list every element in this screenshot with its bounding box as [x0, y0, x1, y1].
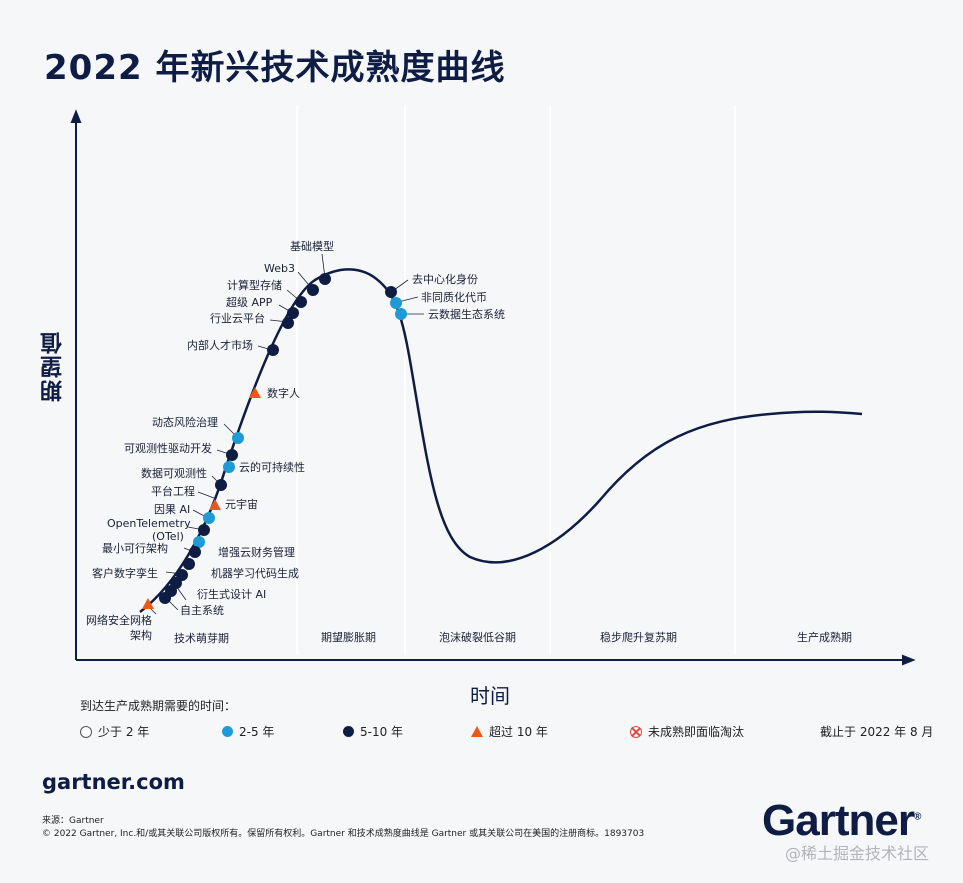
- tech-label-feitong: 非同质化代币: [421, 290, 487, 304]
- marker-zengqiang: [183, 558, 195, 570]
- tech-label-jiqi: 机器学习代码生成: [211, 566, 299, 580]
- marker-jichu: [319, 273, 331, 285]
- x-axis-label: 时间: [470, 684, 510, 708]
- tech-labels: 基础模型 Web3 计算型存储 超级 APP 行业云平台 内部人才市场 数字人 …: [86, 239, 505, 642]
- phase-label-trough: 泡沫破裂低谷期: [439, 630, 516, 644]
- brand-url: gartner.com: [42, 770, 185, 794]
- orange-triangle-icon: [471, 726, 483, 737]
- tech-label-yinguo: 因果 AI: [154, 503, 190, 516]
- leader-line: [393, 279, 409, 291]
- tech-label-shuziren: 数字人: [267, 386, 300, 400]
- tech-label-zizhu: 自主系统: [180, 604, 224, 617]
- phase-label-peak: 期望膨胀期: [321, 630, 376, 644]
- markers: [142, 273, 407, 609]
- tech-label-hangye: 行业云平台: [210, 311, 265, 325]
- navy-circle-icon: [343, 726, 354, 737]
- marker-yinguo: [198, 524, 210, 536]
- marker-yunkechi: [223, 461, 235, 473]
- x-axis-arrow: [902, 654, 916, 666]
- tech-label-otel1: OpenTelemetry: [107, 517, 191, 530]
- tech-label-web3: Web3: [264, 262, 295, 275]
- tech-label-chaoji: 超级 APP: [226, 295, 273, 309]
- tech-label-yansheng: 衍生式设计 AI: [197, 587, 266, 601]
- tech-label-yunkechi: 云的可持续性: [239, 460, 305, 474]
- marker-hangye: [282, 317, 294, 329]
- legend-title: 到达生产成熟期需要的时间：: [80, 699, 237, 713]
- watermark: @稀土掘金技术社区: [785, 844, 930, 863]
- legend-item-obsolete: 未成熟即面临淘汰: [630, 723, 744, 740]
- tech-label-keguance: 可观测性驱动开发: [124, 441, 212, 455]
- leader-line: [197, 491, 215, 499]
- tech-label-jichu: 基础模型: [290, 239, 334, 253]
- marker-chaoji: [287, 307, 299, 319]
- marker-otel: [193, 536, 205, 548]
- page-title: 2022 年新兴技术成熟度曲线: [44, 48, 506, 88]
- tech-label-wangluo2: 架构: [130, 628, 152, 642]
- phase-dividers: [296, 105, 736, 655]
- marker-zizhu: [159, 592, 171, 604]
- marker-pingtai: [203, 512, 215, 524]
- legend-item-5-10: 5-10 年: [343, 723, 403, 740]
- legend-label: 少于 2 年: [98, 725, 150, 739]
- tech-label-jisuan: 计算型存储: [227, 278, 282, 292]
- legend-label: 未成熟即面临淘汰: [648, 725, 745, 739]
- marker-feitong: [390, 297, 402, 309]
- marker-shuju: [215, 479, 227, 491]
- marker-yuanyuzhou: [209, 499, 221, 510]
- y-axis-label: 期望值: [41, 330, 66, 402]
- y-axis-arrow: [70, 109, 82, 123]
- axes: [70, 109, 916, 666]
- crossed-circle-icon: [630, 725, 642, 738]
- tech-label-pingtai: 平台工程: [151, 484, 195, 498]
- tech-label-quzhongxin: 去中心化身份: [412, 272, 478, 286]
- registered-icon: ®: [913, 811, 921, 823]
- copyright-note: © 2022 Gartner, Inc.和/或其关联公司版权所有。保留所有权利。…: [42, 829, 645, 839]
- marker-dongtai: [232, 432, 244, 444]
- gartner-logo: Gartner®: [762, 796, 921, 846]
- marker-wangluo: [142, 598, 154, 609]
- legend-label: 2-5 年: [239, 725, 275, 739]
- logo-text: Gartner: [762, 796, 915, 845]
- phase-labels: 技术萌芽期 期望膨胀期 泡沫破裂低谷期 稳步爬升复苏期 生产成熟期: [174, 630, 852, 645]
- tech-label-dongtai: 动态风险治理: [152, 415, 218, 429]
- tech-label-otel2: (OTel): [152, 530, 184, 543]
- hype-curve: [139, 268, 863, 613]
- legend-item-lt2: 少于 2 年: [80, 723, 149, 740]
- legend-item-gt10: 超过 10 年: [471, 723, 548, 740]
- tech-label-zuixiao: 最小可行架构: [102, 541, 168, 555]
- as-of-date: 截止于 2022 年 8 月: [820, 725, 934, 739]
- phase-label-slope: 稳步爬升复苏期: [600, 630, 677, 644]
- marker-neibu: [267, 344, 279, 356]
- tech-label-shuju: 数据可观测性: [141, 466, 207, 480]
- marker-zuixiao: [189, 546, 201, 558]
- marker-jisuan: [295, 296, 307, 308]
- tech-label-yuanyuzhou: 元宇宙: [225, 497, 258, 511]
- tech-label-zengqiang: 增强云财务管理: [218, 545, 295, 559]
- source-note: 来源：Gartner: [42, 816, 104, 826]
- light-blue-circle-icon: [222, 726, 233, 737]
- legend-label: 5-10 年: [360, 725, 404, 739]
- marker-web3: [307, 284, 319, 296]
- tech-label-wangluo1: 网络安全网格: [86, 613, 152, 627]
- marker-keguance: [226, 449, 238, 461]
- phase-label-trigger: 技术萌芽期: [174, 631, 229, 645]
- legend: 少于 2 年 2-5 年 5-10 年 超过 10 年 未成熟即面临淘汰 截止于…: [0, 723, 963, 743]
- legend-label: 超过 10 年: [489, 725, 548, 739]
- tech-label-kehu: 客户数字孪生: [92, 566, 158, 580]
- tech-label-yunshuju: 云数据生态系统: [428, 307, 505, 321]
- marker-quzhongxin: [385, 286, 397, 298]
- marker-yunshuju: [395, 308, 407, 320]
- tech-label-neibu: 内部人才市场: [187, 338, 253, 352]
- legend-item-2-5: 2-5 年: [222, 723, 274, 740]
- white-circle-icon: [80, 725, 92, 738]
- phase-label-plateau: 生产成熟期: [797, 630, 852, 644]
- marker-shuziren: [249, 387, 261, 398]
